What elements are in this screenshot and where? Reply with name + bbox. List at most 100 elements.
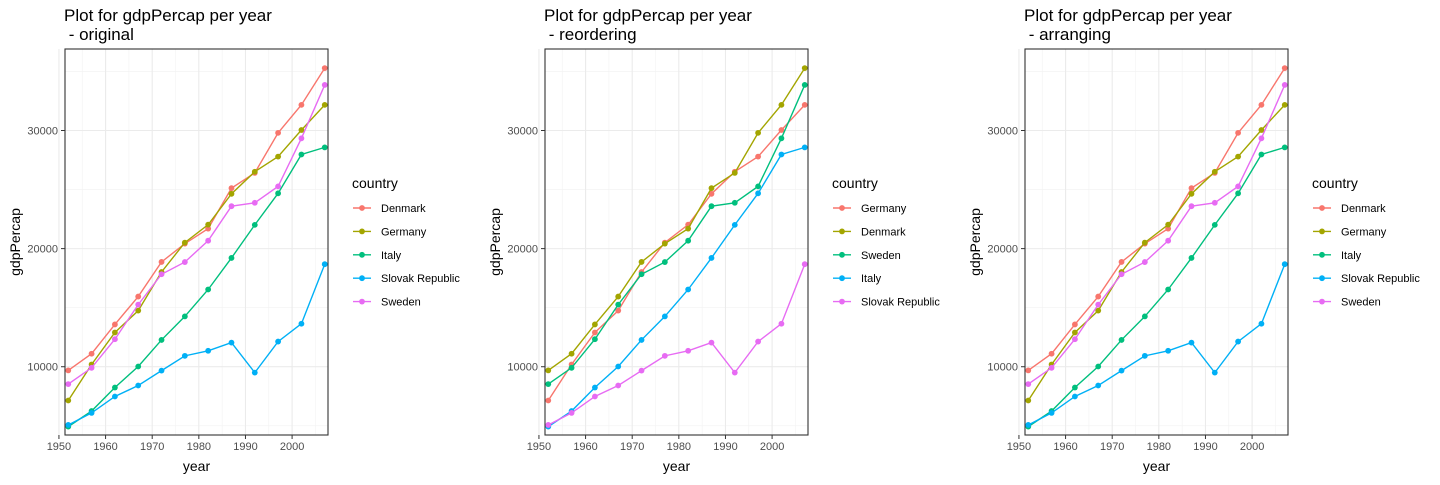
data-point: [778, 320, 785, 327]
y-axis: 10000 20000 30000: [507, 125, 545, 374]
legend-item: Sweden: [833, 250, 901, 262]
data-point: [158, 271, 165, 278]
y-tick-label: 20000: [987, 244, 1018, 256]
data-point: [1258, 151, 1265, 158]
data-point: [615, 307, 622, 314]
series-sweden: [65, 82, 328, 387]
data-point: [1095, 301, 1102, 308]
data-point: [205, 347, 212, 354]
legend-title: country: [352, 175, 398, 191]
data-point: [135, 293, 142, 300]
series-sweden: [1025, 82, 1288, 387]
data-point: [1188, 203, 1195, 210]
legend-item: Denmark: [833, 226, 906, 238]
data-point: [661, 259, 668, 265]
data-point: [801, 101, 808, 108]
data-point: [545, 367, 552, 374]
data-point: [298, 320, 305, 327]
x-axis-title: year: [183, 458, 211, 474]
data-point: [158, 337, 165, 343]
data-point: [1141, 259, 1148, 265]
legend-label: Denmark: [381, 203, 426, 215]
data-point: [1235, 190, 1242, 197]
legend-item: Italy: [353, 250, 402, 262]
data-point: [778, 127, 785, 133]
series-line: [547, 263, 806, 426]
legend-label: Denmark: [1341, 203, 1386, 215]
data-point: [1281, 65, 1288, 72]
legend-title: country: [1312, 175, 1358, 191]
data-point: [228, 255, 235, 261]
chart-panel-2: Plot for gdpPercap per year - reordering…: [487, 6, 940, 474]
plot-area: [65, 49, 328, 435]
data-point: [685, 237, 692, 244]
data-point: [1211, 369, 1218, 376]
data-point: [755, 153, 762, 160]
data-point: [801, 65, 808, 72]
data-point: [755, 183, 762, 190]
legend: country Denmark Germany Italy Slovak Republi…: [352, 175, 460, 309]
data-point: [1118, 367, 1125, 374]
data-point: [708, 255, 715, 261]
series-line: [547, 146, 805, 428]
data-point: [1165, 286, 1172, 293]
data-point: [1141, 239, 1148, 246]
data-point: [708, 185, 715, 192]
x-axis: 1950 1960 1970 1980 1990 2000: [47, 435, 304, 453]
x-tick-label: 1980: [667, 441, 691, 453]
data-point: [205, 221, 212, 228]
legend-key-point: [839, 228, 845, 235]
data-point: [755, 129, 762, 136]
data-point: [1048, 364, 1055, 371]
x-tick-label: 2000: [1240, 441, 1264, 453]
legend-label: Italy: [861, 273, 882, 285]
series-line: [67, 104, 326, 401]
legend-key-point: [839, 251, 845, 258]
data-point: [298, 151, 305, 158]
data-point: [1235, 338, 1242, 345]
legend-key-point: [839, 298, 845, 305]
data-point: [298, 135, 305, 142]
data-point: [1165, 225, 1172, 232]
legend-label: Italy: [381, 250, 402, 262]
legend-item: Slovak Republic: [833, 297, 940, 309]
x-axis-title: year: [1143, 458, 1171, 474]
data-point: [615, 293, 622, 300]
data-point: [321, 101, 328, 108]
x-axis-title: year: [663, 458, 691, 474]
data-point: [275, 153, 282, 160]
data-point: [591, 384, 598, 391]
data-point: [545, 422, 552, 428]
data-point: [755, 338, 762, 345]
legend-key-point: [839, 205, 845, 211]
x-tick-label: 1990: [233, 441, 257, 453]
data-point: [568, 364, 575, 371]
chart-panel-3: Plot for gdpPercap per year - arranging 1…: [967, 6, 1420, 474]
data-point: [591, 329, 598, 336]
data-point: [1118, 259, 1125, 265]
series-line: [67, 67, 326, 371]
y-tick-label: 20000: [507, 244, 538, 256]
data-point: [1165, 221, 1172, 228]
data-point: [275, 183, 282, 190]
data-point: [251, 168, 258, 175]
series-line: [1027, 263, 1286, 426]
data-point: [1025, 397, 1032, 404]
data-point: [661, 313, 668, 320]
data-point: [205, 225, 212, 232]
data-point: [1258, 127, 1265, 133]
data-point: [778, 101, 785, 108]
data-point: [321, 261, 328, 268]
x-tick-label: 1960: [1053, 441, 1077, 453]
data-point: [615, 301, 622, 308]
data-point: [661, 240, 668, 247]
x-tick-label: 1950: [1007, 441, 1031, 453]
x-tick-label: 1980: [1147, 441, 1171, 453]
data-point: [1048, 350, 1055, 357]
data-point: [1258, 135, 1265, 142]
data-point: [1235, 129, 1242, 136]
data-point: [778, 135, 785, 142]
legend-key-point: [1319, 205, 1325, 211]
data-point: [65, 367, 72, 374]
series-slovak-republic: [65, 261, 328, 428]
